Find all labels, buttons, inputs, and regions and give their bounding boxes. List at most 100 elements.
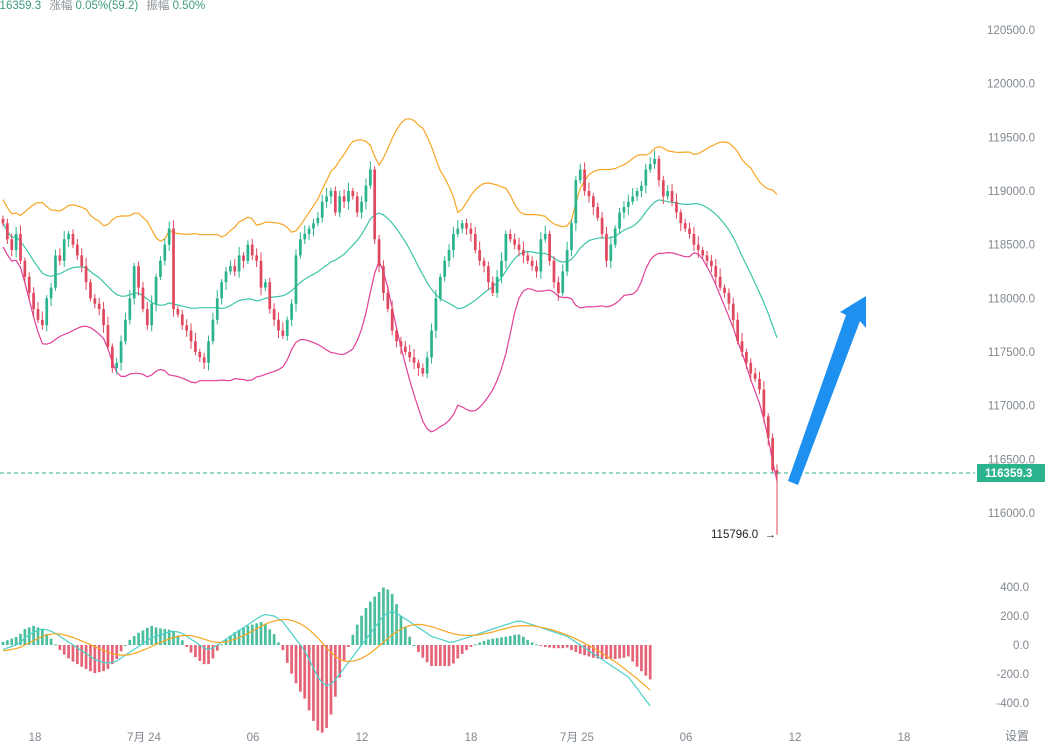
macd-histogram-bar [395, 604, 398, 645]
candle-body [250, 244, 254, 256]
macd-histogram-bar [605, 645, 608, 660]
macd-histogram-bar [246, 625, 250, 645]
macd-histogram-bar [548, 645, 551, 648]
candle-body [626, 201, 630, 208]
price-axis-tick: 120000.0 [987, 79, 1035, 91]
macd-histogram-bar [552, 645, 556, 649]
macd-histogram-bar [508, 636, 512, 645]
candle-body [548, 233, 551, 261]
bollinger-bands [2, 118, 778, 482]
candle-body [6, 223, 9, 240]
macd-histogram-bar [565, 645, 569, 648]
candle-body [220, 282, 223, 299]
candle-body [137, 266, 140, 288]
candle-body [285, 319, 289, 336]
macd-histogram-bar [390, 593, 394, 645]
candle-body [14, 233, 18, 251]
candle-body [211, 319, 215, 342]
candle-body [259, 260, 263, 288]
candle-body [62, 239, 66, 261]
macd-histogram-bar [438, 645, 442, 667]
macd-histogram-bar [272, 634, 276, 645]
macd-histogram-bar [447, 645, 451, 667]
candle-body [141, 287, 145, 310]
candle-body [574, 180, 578, 224]
macd-histogram-bar [456, 645, 460, 659]
candle-body [495, 276, 499, 293]
price-axis-tick: 119500.0 [988, 132, 1035, 144]
candle-body [491, 282, 495, 293]
candle-body [41, 319, 44, 326]
candle-body [731, 303, 735, 320]
macd-histogram-bar [106, 645, 110, 669]
macd-histogram-bar [561, 645, 565, 649]
candle-body [587, 191, 591, 197]
price-axis-tick: 117000.0 [988, 401, 1035, 413]
candle-body [618, 212, 621, 229]
macd-histogram-bar [167, 629, 171, 645]
macd-histogram-bar [23, 629, 27, 645]
candle-body [185, 325, 189, 331]
candle-body [189, 330, 193, 342]
macd-histogram-bar [495, 637, 499, 645]
candle-body [631, 196, 635, 202]
macd-histogram-bar [1, 641, 5, 645]
candle-body [110, 346, 114, 369]
macd-histogram-bar [351, 634, 355, 645]
macd-histogram-bar [452, 645, 455, 664]
candle-body [71, 233, 75, 245]
candlesticks [1, 150, 779, 535]
candle-body [692, 233, 696, 245]
macd-histogram-bar [500, 637, 503, 645]
candle-body [583, 169, 586, 191]
candle-body [705, 255, 709, 261]
candle-body [84, 266, 88, 283]
candle-body [403, 346, 407, 352]
candle-body [762, 389, 766, 417]
settings-icon[interactable]: 设置 [1005, 729, 1029, 742]
macd-histogram-bar [27, 627, 31, 645]
candle-body [360, 201, 363, 213]
macd-histogram-bar [338, 645, 342, 678]
candle-body [89, 282, 92, 299]
candle-body [395, 330, 398, 342]
candle-body [194, 341, 197, 352]
candle-body [609, 244, 613, 261]
macd-histogram-bar [596, 645, 600, 659]
candle-body [325, 196, 328, 202]
candle-body [688, 228, 691, 234]
macd-histogram-bar [54, 644, 57, 646]
candle-body [45, 298, 49, 326]
candle-body [478, 250, 481, 261]
macd-histogram-bar [347, 645, 350, 647]
macd-histogram-bar [425, 645, 429, 663]
macd-histogram-bar [578, 645, 582, 654]
price-axis-tick: 117500.0 [988, 347, 1035, 359]
candle-body [128, 298, 132, 320]
time-axis-tick: 7月 24 [127, 732, 161, 742]
candle-body [373, 169, 377, 240]
macd-histogram-bar [535, 644, 538, 646]
macd-histogram-bar [316, 645, 320, 731]
macd-histogram-bar [635, 645, 639, 667]
time-axis-tick: 18 [29, 732, 42, 742]
macd-histogram-bar [215, 645, 219, 651]
candle-body [771, 437, 774, 471]
macd-histogram-bar [180, 640, 184, 645]
macd-histogram-bar [45, 633, 49, 645]
macd-histogram-bar [259, 622, 263, 645]
candle-body [390, 309, 394, 331]
candle-body [570, 223, 573, 251]
time-axis-tick: 18 [465, 732, 478, 742]
candle-body [27, 276, 31, 293]
macd-histogram-bar [312, 645, 315, 721]
candle-body [557, 282, 560, 293]
candle-body [19, 233, 22, 261]
change-label: 涨幅 [49, 0, 73, 12]
candle-body [351, 191, 355, 197]
candle-body [32, 292, 35, 310]
candle-body [653, 158, 656, 165]
candle-body [723, 287, 726, 293]
